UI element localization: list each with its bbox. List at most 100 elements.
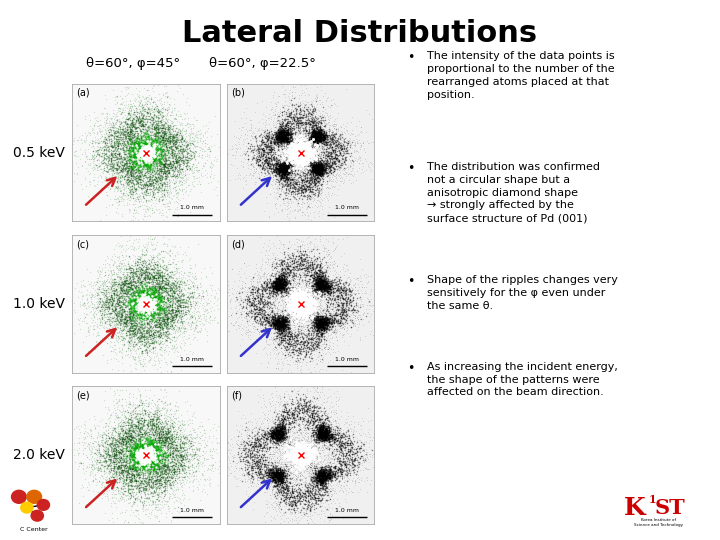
Point bbox=[113, 478, 125, 487]
Point bbox=[272, 466, 284, 475]
Point bbox=[133, 171, 145, 180]
Point bbox=[314, 169, 325, 178]
Point bbox=[130, 455, 141, 463]
Point bbox=[161, 429, 172, 438]
Point bbox=[282, 493, 293, 502]
Point bbox=[102, 297, 113, 306]
Point bbox=[140, 148, 152, 157]
Point bbox=[318, 430, 330, 438]
Point bbox=[120, 316, 132, 325]
Point bbox=[289, 87, 300, 96]
Point bbox=[158, 302, 169, 310]
Point bbox=[292, 478, 304, 487]
Point bbox=[294, 206, 306, 214]
Point bbox=[312, 261, 323, 269]
Point bbox=[123, 176, 135, 185]
Point bbox=[147, 443, 158, 451]
Point bbox=[173, 142, 184, 151]
Point bbox=[176, 111, 187, 120]
Point bbox=[147, 271, 158, 280]
Point bbox=[310, 165, 322, 174]
Point bbox=[307, 423, 318, 432]
Point bbox=[168, 429, 180, 437]
Point bbox=[147, 279, 158, 288]
Point bbox=[292, 102, 304, 110]
Point bbox=[267, 150, 279, 159]
Point bbox=[114, 154, 125, 163]
Point bbox=[328, 438, 340, 447]
Point bbox=[305, 307, 317, 316]
Point bbox=[287, 119, 298, 127]
Point bbox=[323, 172, 334, 180]
Point bbox=[286, 147, 297, 156]
Point bbox=[326, 188, 338, 197]
Point bbox=[264, 298, 276, 306]
Point bbox=[130, 261, 141, 269]
Point bbox=[144, 297, 156, 306]
Point bbox=[163, 102, 174, 111]
Point bbox=[322, 409, 333, 417]
Point bbox=[281, 131, 292, 139]
Point bbox=[341, 432, 352, 441]
Point bbox=[287, 489, 299, 497]
Point bbox=[320, 474, 331, 482]
Point bbox=[307, 161, 319, 170]
Point bbox=[282, 168, 294, 177]
Point bbox=[343, 284, 355, 293]
Point bbox=[130, 309, 142, 318]
Point bbox=[294, 280, 306, 288]
Point bbox=[225, 175, 236, 184]
Point bbox=[161, 294, 173, 302]
Point bbox=[282, 269, 294, 278]
Point bbox=[117, 301, 129, 310]
Point bbox=[276, 297, 287, 306]
Point bbox=[159, 168, 171, 177]
Point bbox=[132, 514, 144, 522]
Text: θ=60°, φ=45°: θ=60°, φ=45° bbox=[86, 57, 180, 70]
Point bbox=[117, 286, 129, 295]
Point bbox=[78, 291, 89, 299]
Point bbox=[150, 291, 162, 300]
Point bbox=[127, 261, 138, 269]
Point bbox=[316, 126, 328, 134]
Point bbox=[143, 287, 155, 295]
Point bbox=[271, 429, 283, 437]
Point bbox=[264, 280, 275, 289]
Point bbox=[120, 245, 132, 254]
Point bbox=[277, 127, 289, 136]
Point bbox=[314, 471, 325, 480]
Point bbox=[300, 149, 312, 158]
Point bbox=[245, 170, 256, 178]
Point bbox=[333, 327, 345, 335]
Point bbox=[318, 134, 329, 143]
Point bbox=[125, 125, 137, 133]
Point bbox=[254, 320, 266, 329]
Point bbox=[297, 455, 309, 464]
Point bbox=[204, 163, 216, 171]
Point bbox=[364, 158, 376, 167]
Point bbox=[192, 484, 204, 493]
Point bbox=[107, 305, 118, 313]
Point bbox=[117, 428, 128, 437]
Point bbox=[292, 299, 303, 307]
Point bbox=[258, 469, 270, 477]
Point bbox=[110, 460, 122, 469]
Point bbox=[142, 474, 153, 482]
Point bbox=[327, 429, 338, 438]
Point bbox=[112, 136, 124, 144]
Point bbox=[344, 438, 356, 447]
Point bbox=[190, 462, 202, 470]
Point bbox=[161, 434, 172, 443]
Point bbox=[315, 259, 326, 267]
Point bbox=[299, 155, 310, 164]
Point bbox=[156, 276, 167, 285]
Point bbox=[277, 281, 289, 289]
Point bbox=[108, 287, 120, 296]
Point bbox=[294, 171, 306, 179]
Point bbox=[184, 418, 196, 427]
Point bbox=[341, 463, 352, 471]
Point bbox=[289, 153, 301, 161]
Point bbox=[168, 120, 179, 129]
Point bbox=[107, 316, 119, 325]
Point bbox=[287, 456, 299, 464]
